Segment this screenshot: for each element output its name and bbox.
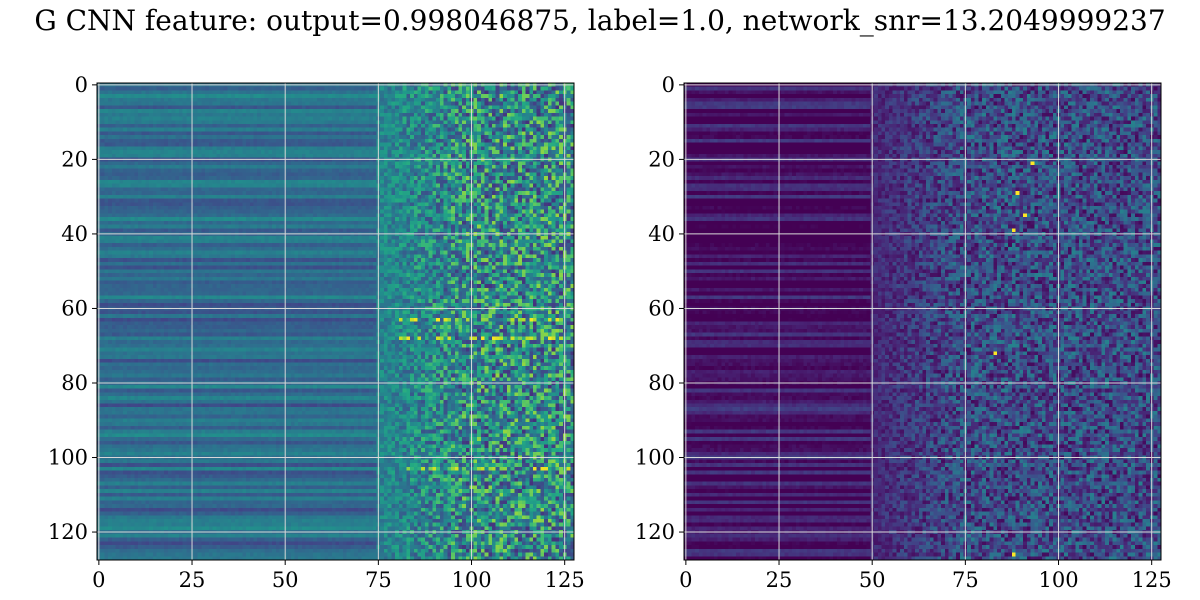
- y-tick-label: 0: [662, 73, 675, 97]
- x-tick-label: 75: [952, 568, 979, 592]
- figure-title: G CNN feature: output=0.998046875, label…: [34, 4, 1166, 37]
- heatmap-panel-1: 0 25 50 75 100 125 0 20 40 60 80 100 120: [48, 73, 585, 592]
- heatmap-image: [97, 83, 574, 560]
- y-tick-label: 20: [648, 147, 675, 171]
- x-tick-label: 100: [451, 568, 491, 592]
- x-tick-label: 0: [92, 568, 105, 592]
- y-tick-label: 60: [648, 296, 675, 320]
- heatmap-image: [684, 83, 1161, 560]
- x-tick-label: 25: [179, 568, 206, 592]
- y-tick-label: 20: [61, 147, 88, 171]
- y-tick-label: 0: [75, 73, 88, 97]
- x-tick-label: 25: [766, 568, 793, 592]
- heatmap-panel-2: 0 25 50 75 100 125 0 20 40 60 80 100 120: [635, 73, 1172, 592]
- y-tick-label: 120: [48, 520, 88, 544]
- x-tick-label: 75: [365, 568, 392, 592]
- y-tick-label: 120: [635, 520, 675, 544]
- y-tick-label: 40: [648, 222, 675, 246]
- x-tick-label: 50: [272, 568, 299, 592]
- y-tick-label: 40: [61, 222, 88, 246]
- x-tick-label: 100: [1038, 568, 1078, 592]
- y-tick-label: 100: [635, 446, 675, 470]
- y-tick-label: 60: [61, 296, 88, 320]
- axes-frame: [683, 82, 1162, 561]
- y-tick-label: 80: [648, 371, 675, 395]
- x-tick-label: 50: [859, 568, 886, 592]
- y-tick-label: 100: [48, 446, 88, 470]
- x-tick-label: 0: [679, 568, 692, 592]
- x-tick-label: 125: [1132, 568, 1172, 592]
- axes-frame: [96, 82, 575, 561]
- x-tick-label: 125: [545, 568, 585, 592]
- y-tick-label: 80: [61, 371, 88, 395]
